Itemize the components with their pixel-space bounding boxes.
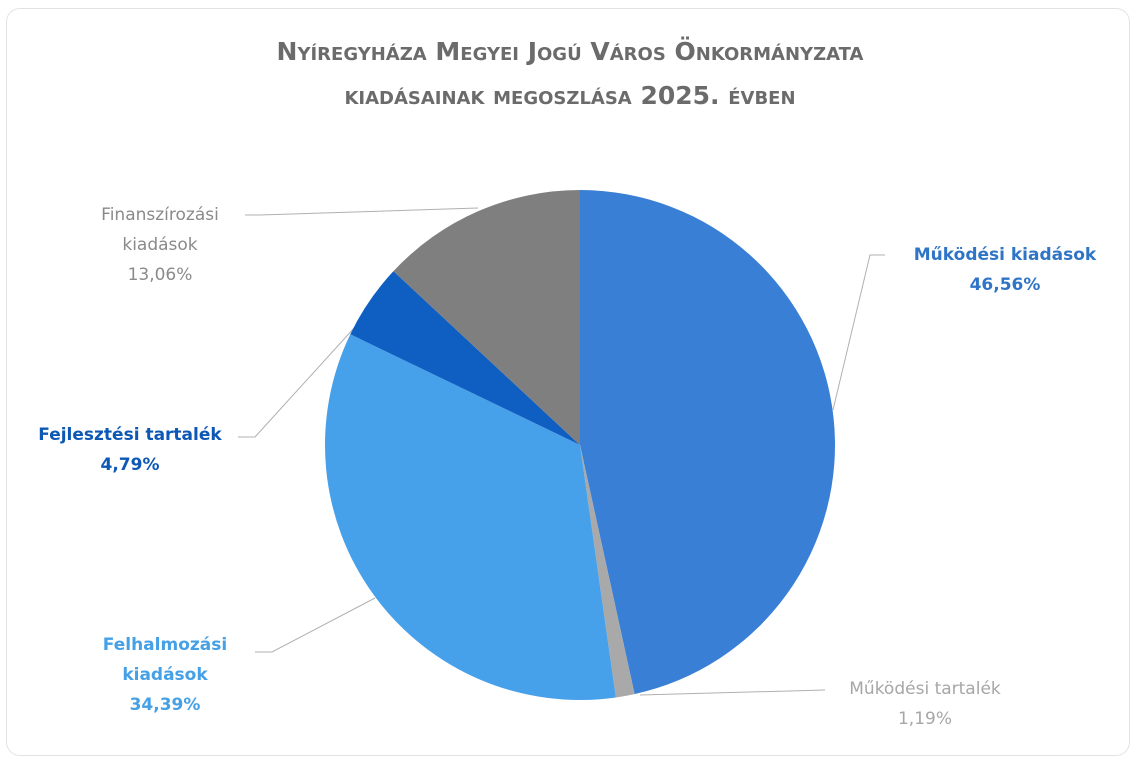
pie-slice [393,190,580,445]
pie-slice [580,190,836,695]
data-label: Fejlesztési tartalék 4,79% [10,420,250,480]
category-label: Működési kiadások [913,245,1097,265]
leader-line [255,597,376,653]
data-label: Felhalmozási kiadások 34,39% [85,630,245,720]
data-label: Működési tartalék 1,19% [815,674,1035,734]
leader-line [639,689,826,696]
data-label: Működési kiadások 46,56% [885,240,1125,300]
leader-line [832,254,885,411]
leader-lines [238,207,885,696]
category-label: Fejlesztési tartalék [38,425,222,445]
chart-frame [6,8,1130,756]
category-label: Működési tartalék [849,679,1001,699]
value-label: 1,19% [897,709,952,729]
leader-line [245,207,479,216]
value-label: 34,39% [129,695,201,715]
category-label: Finanszírozási kiadások [101,205,219,255]
leader-line [238,304,376,438]
pie-slice [325,334,616,700]
chart-title: Nyíregyháza Megyei Jogú Város Önkormányz… [276,37,864,110]
value-label: 4,79% [100,455,160,475]
value-label: 13,06% [127,265,193,285]
category-label: Felhalmozási kiadások [102,635,228,685]
pie-slice [350,271,580,445]
value-label: 46,56% [969,275,1041,295]
pie-slice [580,445,635,698]
data-label: Finanszírozási kiadások 13,06% [75,200,245,290]
